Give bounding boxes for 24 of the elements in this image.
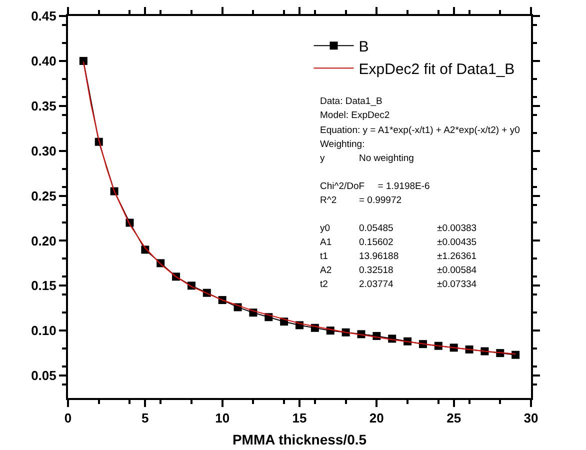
y-tick-label: 0.05: [31, 368, 56, 384]
x-tick-label: 30: [524, 410, 538, 426]
y-tick-label: 0.40: [31, 53, 56, 68]
y-tick-label: 0.25: [31, 188, 56, 204]
y-tick-label: 0.30: [31, 143, 56, 158]
y-tick-label: 0.35: [31, 98, 56, 114]
x-tick-label: 10: [215, 410, 230, 426]
text: Chi^2/DoF = 1.9198E-6 R^2 = 0.99972: [320, 181, 430, 206]
y-tick-label: 0.45: [31, 8, 56, 24]
text: y0 0.05485 ±0.00383 A1 0.15602 ±0.00435 t1 13.96188 ±1.26361 A2 0.32518 ±0.00584 t2 2.03774 ±0.07334: [320, 223, 477, 290]
y-tick-label: 0.20: [31, 233, 56, 248]
point: [79, 56, 88, 65]
y-tick-label: 0.15: [31, 278, 56, 294]
legend-label: B: [358, 38, 369, 56]
x-tick-label: 20: [369, 410, 384, 426]
x-tick-label: 25: [446, 410, 462, 426]
point: [512, 350, 520, 359]
y-tick-label: 0.10: [31, 323, 56, 338]
text: Data: Data1_B Model: ExpDec2 Equation: y = A1*exp(-x/t1) + A2*exp(-x/t2) + y0 Weighting: y No weighting: [320, 96, 520, 164]
x-tick-label: 15: [292, 410, 307, 426]
x-tick-label: 0: [64, 410, 72, 426]
x-axis-title: PMMA thickness/0.5: [232, 431, 367, 448]
x-tick-label: 5: [142, 410, 149, 426]
legend-label: ExpDec2 fit of Data1_B: [358, 60, 515, 78]
